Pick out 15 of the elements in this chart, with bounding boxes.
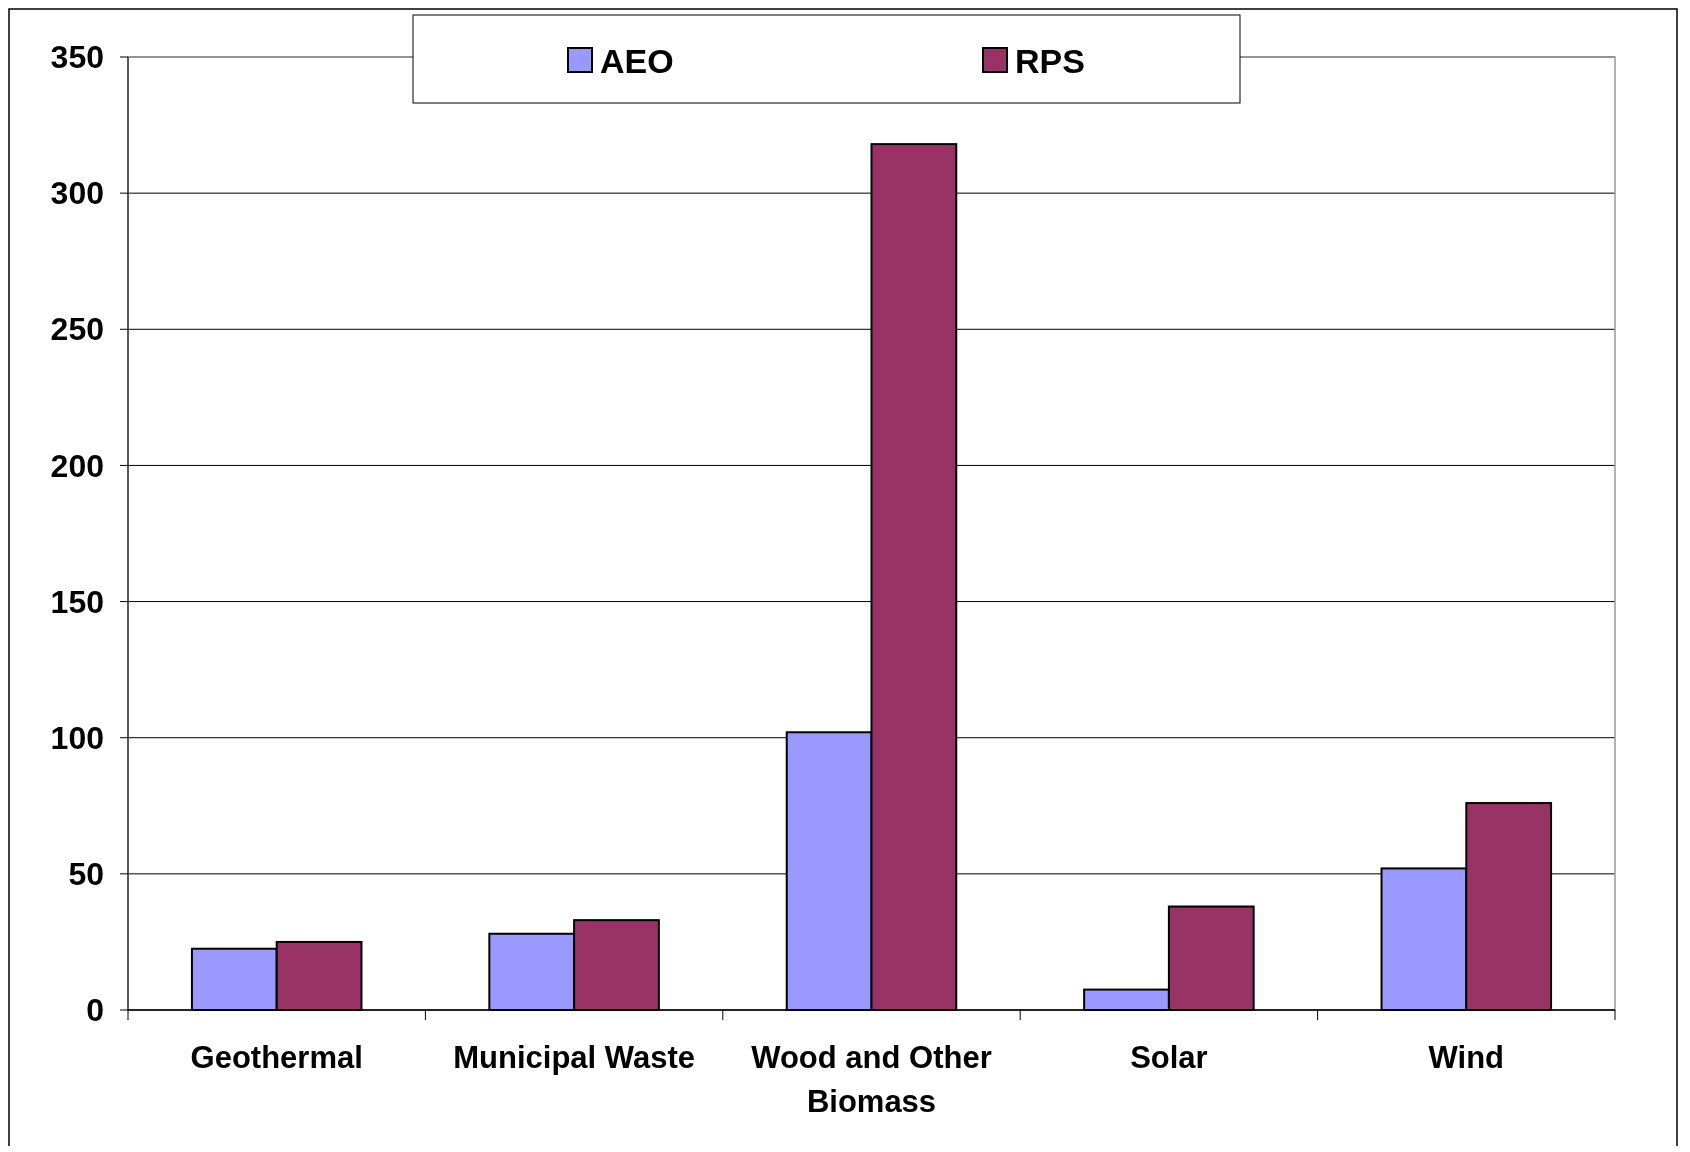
y-tick-label: 350: [50, 39, 104, 76]
y-tick-label: 0: [86, 992, 104, 1029]
x-tick-label: Wood and Other Biomass: [751, 1040, 992, 1119]
y-tick-label: 100: [50, 719, 104, 756]
x-tick-label: Geothermal: [190, 1040, 363, 1075]
y-tick-label: 150: [50, 583, 104, 620]
x-tick-label: Municipal Waste: [453, 1040, 695, 1075]
x-tick-label: Solar: [1130, 1040, 1208, 1075]
y-tick-label: 50: [68, 856, 104, 893]
y-tick-label: 250: [50, 311, 104, 348]
y-tick-label: 200: [50, 447, 104, 484]
legend-label: RPS: [1015, 41, 1085, 80]
x-tick-label: Wind: [1428, 1040, 1505, 1075]
y-tick-label: 300: [50, 175, 104, 212]
legend-label: AEO: [600, 41, 674, 80]
